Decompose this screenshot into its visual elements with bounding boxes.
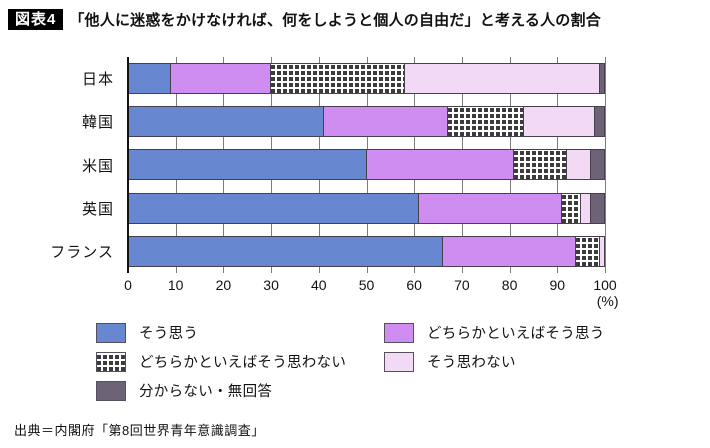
legend-swatch-icon [96, 380, 126, 401]
legend-label: どちらかといえばそう思う [427, 326, 605, 342]
category-label-0: 日本 [81, 71, 114, 89]
chart-title: 「他人に迷惑をかけなければ、何をしようと個人の自由だ」と考える人の割合 [69, 12, 601, 29]
bar-segment [590, 192, 605, 224]
category-label-3: 英国 [81, 200, 114, 218]
plot-area [127, 57, 606, 273]
bar-row-2 [128, 143, 605, 186]
figure-number-badge: 図表4 [8, 9, 64, 30]
legend-swatch-icon [384, 351, 414, 372]
bar-segment [442, 235, 577, 267]
bar-segment [566, 149, 591, 181]
x-tick-label-40: 40 [311, 277, 327, 293]
category-label-2: 米国 [81, 157, 114, 175]
legend-item-0: そう思う [96, 322, 374, 343]
legend-label: どちらかといえばそう思わない [139, 355, 347, 371]
bar-segment [366, 149, 515, 181]
category-label-4: フランス [50, 243, 114, 261]
legend-label: 分からない・無回答 [139, 384, 273, 400]
stacked-bar-1 [128, 106, 605, 138]
bar-segment [128, 63, 171, 95]
stacked-bar-4 [128, 235, 605, 267]
category-axis: 日本韓国米国英国フランス [0, 57, 120, 273]
x-tick-label-70: 70 [454, 277, 470, 293]
x-tick-label-10: 10 [167, 277, 184, 293]
legend-label: そう思う [139, 326, 199, 342]
legend-item-3: そう思わない [384, 351, 605, 372]
bar-segment [562, 192, 582, 224]
bar-row-0 [128, 57, 605, 100]
x-axis-unit: (%) [596, 293, 619, 309]
x-tick-label-80: 80 [501, 277, 518, 293]
legend-swatch-icon [96, 351, 126, 372]
bar-segment [170, 63, 272, 95]
bar-segment [128, 149, 367, 181]
x-tick-label-0: 0 [124, 277, 132, 293]
bar-row-3 [128, 187, 605, 230]
legend-swatch-icon [96, 322, 126, 343]
bar-segment [595, 106, 605, 138]
bar-row-1 [128, 100, 605, 143]
bar-segment [523, 106, 596, 138]
x-tick-label-20: 20 [215, 277, 232, 293]
x-tick-label-50: 50 [358, 277, 375, 293]
legend: そう思う どちらかといえばそう思うどちらかといえばそう思わない そう思わない分からな… [96, 322, 605, 401]
bar-segment [590, 149, 605, 181]
legend-label: そう思わない [427, 355, 516, 371]
bar-segment [600, 63, 605, 95]
gridline-100 [605, 57, 606, 273]
bar-row-4 [128, 230, 605, 273]
bar-segment [514, 149, 567, 181]
legend-item-2: どちらかといえばそう思わない [96, 351, 374, 372]
x-tick-label-60: 60 [406, 277, 422, 293]
bar-segment [418, 192, 563, 224]
chart-header: 図表4 「他人に迷惑をかけなければ、何をしようと個人の自由だ」と考える人の割合 [8, 9, 601, 30]
legend-swatch-icon [384, 322, 414, 343]
source-note: 出典＝内閣府「第8回世界青年意識調査」 [14, 423, 265, 438]
bar-segment [323, 106, 448, 138]
legend-item-1: どちらかといえばそう思う [384, 322, 605, 343]
bar-segment [128, 235, 443, 267]
x-tick-label-30: 30 [263, 277, 279, 293]
bar-segment [600, 235, 605, 267]
bar-segment [404, 63, 601, 95]
x-tick-label-100: 100 [593, 277, 617, 293]
x-tick-label-90: 90 [549, 277, 566, 293]
bar-segment [128, 192, 419, 224]
bar-segment [576, 235, 601, 267]
category-label-1: 韓国 [81, 114, 114, 132]
y-axis-line [127, 57, 129, 273]
bar-segment [271, 63, 405, 95]
x-axis: (%) 0 10 20 30 40 50 60 70 80 90 100 [124, 277, 618, 315]
stacked-bar-0 [128, 63, 605, 95]
stacked-bar-3 [128, 192, 605, 224]
stacked-bar-2 [128, 149, 605, 181]
bar-segment [447, 106, 524, 138]
bar-segment [128, 106, 324, 138]
bar-segment [581, 192, 591, 224]
legend-item-4: 分からない・無回答 [96, 380, 374, 401]
